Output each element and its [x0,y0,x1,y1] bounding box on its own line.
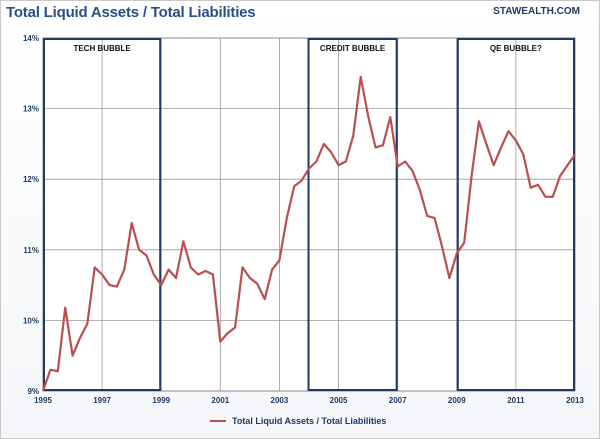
y-tick-label: 11% [23,246,39,255]
bubble-label: CREDIT BUBBLE [320,44,386,53]
series-line [41,75,576,392]
bubble-box [307,38,398,391]
bubble-label: TECH BUBBLE [73,44,131,53]
legend: Total Liquid Assets / Total Liabilities [210,416,386,426]
y-axis: 9% 10% 11% 12% 13% 14% [23,34,39,396]
x-tick-label: 2009 [448,396,466,405]
y-tick-label: 9% [27,387,39,396]
bubble-annotations: TECH BUBBLE CREDIT BUBBLE QE BUBBLE? [43,38,575,391]
x-tick-label: 2003 [271,396,289,405]
y-tick-label: 12% [23,175,39,184]
x-tick-label: 2007 [389,396,407,405]
y-tick-label: 14% [23,34,39,43]
y-tick-label: 10% [23,316,39,325]
x-tick-label: 1995 [34,396,52,405]
legend-line-swatch [210,420,226,422]
y-tick-label: 13% [23,105,39,114]
legend-label: Total Liquid Assets / Total Liabilities [232,416,387,426]
x-tick-label: 2013 [566,396,584,405]
x-tick-label: 1997 [93,396,111,405]
bubble-box [43,38,162,391]
source-label: STAWEALTH.COM [493,6,580,17]
chart-title: Total Liquid Assets / Total Liabilities [6,4,256,21]
x-tick-label: 1999 [152,396,170,405]
x-axis: 1995 1997 1999 2001 2003 2005 2007 2009 2011 2013 [34,396,584,405]
bubble-label: QE BUBBLE? [490,44,542,53]
series-layer [41,75,576,392]
x-tick-label: 2001 [211,396,229,405]
x-tick-label: 2011 [507,396,525,405]
x-tick-label: 2005 [330,396,348,405]
bubble-box [456,38,575,391]
